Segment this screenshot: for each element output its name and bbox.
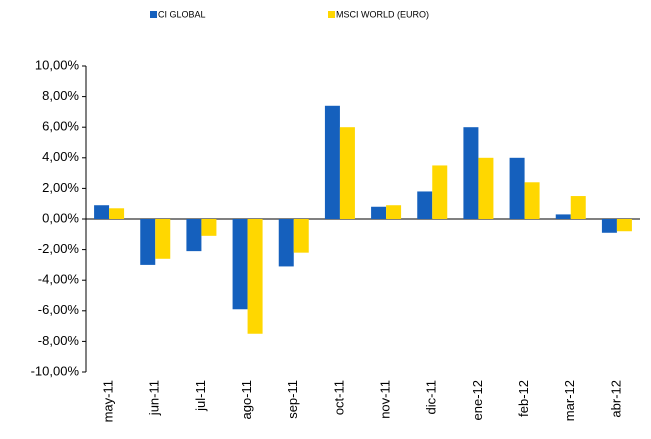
bar [155,219,171,259]
bar [386,205,402,219]
x-tick-label: ago-11 [239,380,254,420]
bar [524,182,540,219]
y-tick-label: -6,00% [38,302,80,317]
bar [339,127,355,219]
bar [570,196,586,219]
bar [140,219,156,265]
legend-label: CI GLOBAL [158,9,206,19]
x-tick-label: abr-12 [608,380,623,418]
bar [94,205,110,219]
y-tick-label: 2,00% [42,180,79,195]
x-tick-label: jun-11 [147,380,162,416]
bar [509,157,525,219]
bar [247,219,263,334]
y-tick-label: -4,00% [38,272,80,287]
legend-label: MSCI WORLD (EURO) [336,9,429,19]
x-tick-label: jul-11 [193,380,208,412]
bar [463,127,479,219]
legend-swatch [328,11,335,18]
y-tick-label: -10,00% [31,363,80,378]
bar [109,208,125,219]
bar [278,219,294,267]
bar [616,219,632,232]
bar [232,219,248,310]
x-tick-label: dic-11 [424,380,439,414]
bar [201,219,217,236]
y-tick-label: 10,00% [35,57,80,72]
y-tick-label: -2,00% [38,241,80,256]
x-tick-label: oct-11 [331,380,346,415]
bar [417,191,433,219]
bar [371,206,387,219]
bar [601,219,617,233]
x-tick-label: may-11 [101,380,116,422]
legend-swatch [150,11,157,18]
x-tick-label: nov-11 [378,380,393,419]
y-tick-label: 4,00% [42,149,79,164]
y-tick-label: 0,00% [42,210,79,225]
x-tick-label: feb-12 [516,380,531,417]
x-tick-label: ene-12 [470,380,485,420]
bar [555,214,571,219]
y-tick-label: 6,00% [42,119,79,134]
y-tick-label: -8,00% [38,333,80,348]
x-tick-label: sep-11 [285,380,300,419]
bar [324,105,340,219]
x-tick-label: mar-12 [562,380,577,421]
bar [186,219,202,252]
bar [478,157,494,219]
y-tick-label: 8,00% [42,88,79,103]
bar [293,219,309,253]
bar [432,165,448,219]
